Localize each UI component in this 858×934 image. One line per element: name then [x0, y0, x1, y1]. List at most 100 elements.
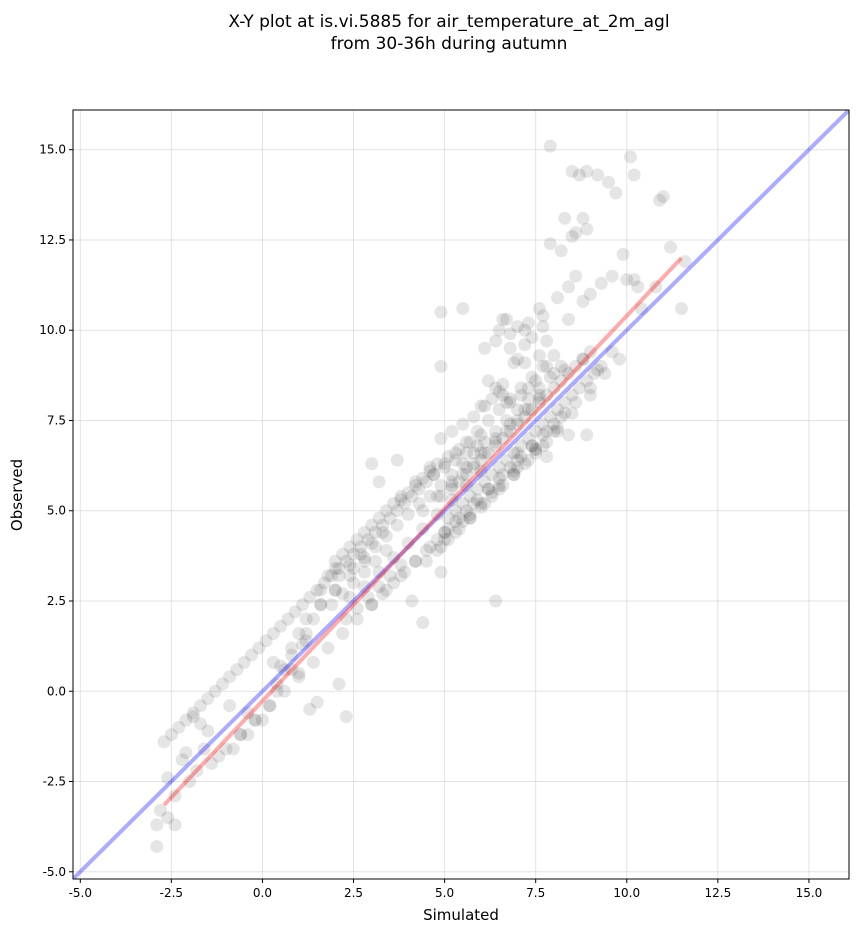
data-point — [274, 619, 288, 633]
data-point — [478, 435, 492, 449]
data-point — [172, 720, 186, 734]
data-point — [518, 457, 532, 471]
data-point — [591, 363, 605, 377]
data-point — [223, 699, 237, 713]
data-point — [357, 565, 371, 579]
data-point — [547, 417, 561, 431]
data-point — [514, 439, 528, 453]
data-point — [343, 558, 357, 572]
data-point — [580, 222, 594, 236]
data-point — [489, 439, 503, 453]
data-point — [467, 446, 481, 460]
data-point — [445, 493, 459, 507]
data-point — [496, 478, 510, 492]
data-point — [558, 363, 572, 377]
data-point — [532, 388, 546, 402]
data-point — [343, 590, 357, 604]
data-point — [489, 334, 503, 348]
data-point — [510, 403, 524, 417]
data-point — [492, 385, 506, 399]
data-point — [416, 616, 430, 630]
x-tick-label: 15.0 — [796, 886, 823, 900]
data-point — [620, 273, 634, 287]
data-point — [551, 291, 565, 305]
data-point — [354, 547, 368, 561]
data-point — [456, 468, 470, 482]
data-point — [441, 450, 455, 464]
data-point — [347, 576, 361, 590]
data-point — [474, 446, 488, 460]
data-point — [594, 359, 608, 373]
data-point — [310, 695, 324, 709]
data-point — [565, 388, 579, 402]
data-point — [401, 507, 415, 521]
data-point — [292, 626, 306, 640]
data-point — [503, 392, 517, 406]
data-point — [201, 691, 215, 705]
data-point — [463, 489, 477, 503]
data-point — [463, 507, 477, 521]
data-point — [474, 428, 488, 442]
data-point — [379, 543, 393, 557]
y-tick-label: 12.5 — [39, 233, 66, 247]
data-point — [485, 486, 499, 500]
data-point — [649, 280, 663, 294]
data-point — [583, 381, 597, 395]
data-point — [525, 330, 539, 344]
data-point — [583, 345, 597, 359]
data-point — [299, 626, 313, 640]
identity-line — [73, 110, 849, 879]
data-point — [598, 367, 612, 381]
data-point — [383, 511, 397, 525]
y-tick-label: -5.0 — [43, 865, 66, 879]
data-point — [299, 634, 313, 648]
data-point — [150, 818, 164, 832]
data-point — [212, 749, 226, 763]
data-point — [467, 497, 481, 511]
data-point — [521, 432, 535, 446]
data-point — [430, 457, 444, 471]
data-point — [434, 432, 448, 446]
data-point — [518, 410, 532, 424]
data-point — [186, 706, 200, 720]
data-point — [576, 352, 590, 366]
data-point — [288, 605, 302, 619]
data-point — [357, 580, 371, 594]
data-point — [554, 410, 568, 424]
data-point — [357, 525, 371, 539]
data-point — [357, 554, 371, 568]
data-point — [452, 522, 466, 536]
data-point — [536, 439, 550, 453]
data-point — [536, 417, 550, 431]
data-point — [398, 497, 412, 511]
data-point — [478, 399, 492, 413]
data-point — [456, 302, 470, 316]
data-point — [412, 482, 426, 496]
data-point — [332, 562, 346, 576]
data-point — [474, 399, 488, 413]
data-point — [478, 341, 492, 355]
data-point — [551, 403, 565, 417]
data-point — [317, 576, 331, 590]
data-point — [434, 478, 448, 492]
data-point — [365, 457, 379, 471]
data-point — [529, 374, 543, 388]
chart-title-line-1: X-Y plot at is.vi.5885 for air_temperatu… — [228, 12, 669, 32]
data-point — [540, 435, 554, 449]
data-point — [445, 482, 459, 496]
data-point — [602, 175, 616, 189]
data-point — [467, 410, 481, 424]
data-point — [387, 576, 401, 590]
data-point — [296, 637, 310, 651]
data-point — [230, 663, 244, 677]
data-point — [474, 500, 488, 514]
data-point — [467, 460, 481, 474]
data-point — [449, 515, 463, 529]
data-point — [583, 287, 597, 301]
data-point — [605, 345, 619, 359]
data-point — [558, 211, 572, 225]
data-point — [379, 504, 393, 518]
data-point — [583, 388, 597, 402]
data-point — [387, 551, 401, 565]
data-point — [459, 460, 473, 474]
